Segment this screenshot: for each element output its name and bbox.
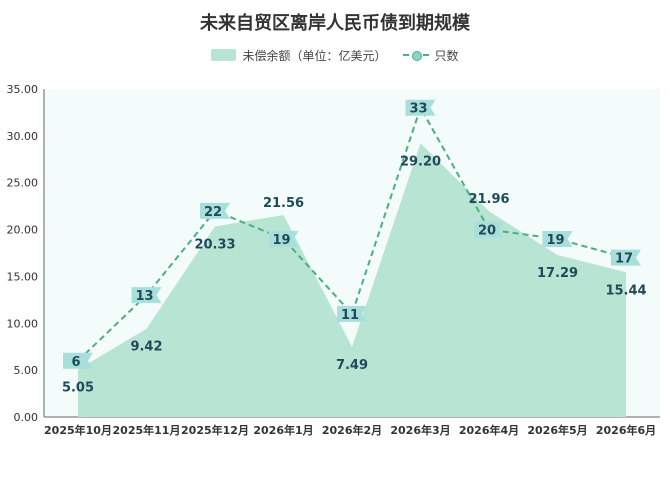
chart-title: 未来自贸区离岸人民币债到期规模 xyxy=(200,13,470,34)
count-badge-shape xyxy=(63,352,93,369)
count-label-badge: 33 xyxy=(405,99,436,117)
x-tick-label: 2025年12月 xyxy=(181,423,249,437)
x-tick-label: 2026年6月 xyxy=(596,423,656,437)
count-label-badge: 20 xyxy=(474,221,504,239)
legend-swatch-area xyxy=(211,49,237,61)
count-label-badge: 13 xyxy=(131,287,162,304)
y-tick-label: 5.00 xyxy=(14,364,39,377)
area-data-label: 17.29 xyxy=(537,266,578,281)
area-data-label: 15.44 xyxy=(605,283,646,298)
y-tick-label: 0.00 xyxy=(14,411,39,424)
area-data-label: 9.42 xyxy=(130,340,162,355)
count-badge-shape xyxy=(611,249,641,266)
legend-item-balance[interactable]: 未偿余额（单位：亿美元） xyxy=(211,47,387,64)
count-data-label: 19 xyxy=(546,233,564,248)
x-tick-label: 2026年4月 xyxy=(459,423,519,437)
legend-label-count: 只数 xyxy=(434,48,459,63)
count-label-badge: 11 xyxy=(337,305,367,323)
y-tick-label: 10.00 xyxy=(7,317,39,330)
count-badge-shape xyxy=(200,202,230,219)
count-data-label: 11 xyxy=(341,308,359,323)
x-tick-label: 2026年3月 xyxy=(390,423,450,437)
count-data-label: 22 xyxy=(204,205,222,220)
y-tick-label: 25.00 xyxy=(7,177,39,190)
count-data-label: 6 xyxy=(71,355,80,370)
x-tick-label: 2026年5月 xyxy=(527,423,587,437)
count-badge-shape xyxy=(474,221,504,238)
legend: 未偿余额（单位：亿美元） 只数 xyxy=(0,46,670,64)
y-tick-label: 15.00 xyxy=(7,270,39,283)
x-tick-label: 2025年10月 xyxy=(44,423,112,437)
y-tick-label: 30.00 xyxy=(7,130,39,143)
area-balance xyxy=(78,143,626,417)
area-data-label: 21.96 xyxy=(468,192,509,207)
area-data-label: 7.49 xyxy=(336,358,368,373)
count-badge-shape xyxy=(268,230,299,247)
count-badge-shape xyxy=(542,230,573,247)
count-data-label: 13 xyxy=(135,289,153,304)
count-badge-shape xyxy=(131,287,162,304)
count-badge-shape xyxy=(337,305,367,322)
y-tick-label: 35.00 xyxy=(7,83,39,96)
count-badge-shape xyxy=(405,99,436,116)
area-data-label: 21.56 xyxy=(263,196,304,211)
area-data-label: 5.05 xyxy=(62,381,94,396)
x-tick-label: 2025年11月 xyxy=(113,423,181,437)
legend-swatch-line xyxy=(402,49,429,61)
count-label-badge: 19 xyxy=(542,230,573,248)
count-data-label: 17 xyxy=(615,252,633,267)
count-label-badge: 17 xyxy=(611,249,641,267)
area-data-label: 20.33 xyxy=(194,237,235,252)
count-label-badge: 19 xyxy=(268,230,299,248)
legend-item-count[interactable]: 只数 xyxy=(402,47,459,64)
x-tick-label: 2026年2月 xyxy=(322,423,382,437)
count-data-label: 19 xyxy=(272,233,290,248)
area-data-label: 29.20 xyxy=(400,154,441,169)
count-data-label: 20 xyxy=(478,224,496,239)
count-label-badge: 22 xyxy=(200,202,230,220)
count-data-label: 33 xyxy=(409,102,427,117)
line-count xyxy=(77,105,627,362)
y-tick-label: 20.00 xyxy=(7,224,39,237)
x-tick-label: 2026年1月 xyxy=(253,423,313,437)
count-label-badge: 6 xyxy=(63,352,93,370)
legend-label-balance: 未偿余额（单位：亿美元） xyxy=(242,48,387,63)
